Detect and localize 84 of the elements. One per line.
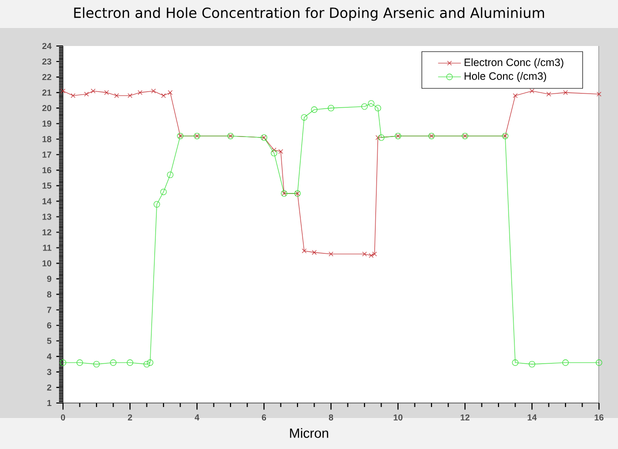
point: [374, 104, 382, 112]
y-tick-label: 5: [47, 338, 52, 344]
point: [528, 360, 536, 368]
point: [161, 93, 166, 98]
point: [278, 149, 284, 154]
point: [312, 250, 317, 255]
point: [512, 359, 518, 366]
y-tick-label: 7: [47, 306, 52, 313]
y-tick-label: 20: [42, 105, 52, 112]
point: [361, 103, 368, 110]
point: [563, 90, 568, 95]
point: [144, 360, 150, 368]
point: [60, 88, 66, 94]
point: [311, 106, 318, 113]
y-tick-label: 23: [42, 58, 52, 65]
point: [168, 90, 173, 95]
point: [110, 359, 116, 366]
point: [368, 253, 374, 258]
point: [160, 188, 167, 196]
point: [512, 93, 518, 98]
x-tick-label: 2: [128, 414, 132, 420]
x-tick-label: 14: [528, 414, 537, 420]
point: [328, 252, 334, 256]
point: [362, 252, 367, 256]
legend-label: Hole Conc (/cm3): [464, 72, 546, 82]
y-tick-label: 2: [47, 384, 52, 390]
y-tick-label: 22: [42, 74, 52, 80]
point: [378, 134, 384, 141]
chart-title: Electron and Hole Concentration for Doping Arsenic and Aluminium: [74, 7, 544, 21]
point: [93, 360, 100, 368]
x-tick-label: 8: [328, 414, 334, 420]
point: [596, 92, 602, 96]
y-tick-label: 15: [42, 182, 52, 189]
y-tick-label: 9: [47, 276, 52, 282]
point: [167, 172, 174, 178]
point: [154, 201, 160, 208]
y-tick-label: 4: [46, 353, 52, 360]
y-tick-label: 13: [42, 214, 52, 220]
x-tick-label: 12: [460, 414, 470, 420]
point: [104, 90, 109, 95]
point: [530, 88, 534, 94]
y-tick-label: 1: [47, 400, 52, 406]
point: [302, 248, 307, 254]
point: [596, 359, 602, 366]
y-tick-label: 8: [47, 291, 52, 298]
y-tick-label: 21: [42, 90, 52, 96]
point: [76, 359, 83, 366]
point: [70, 93, 76, 98]
x-tick-label: 10: [394, 414, 402, 420]
y-tick-label: 3: [47, 368, 52, 376]
x-tick-label: 4: [194, 414, 200, 420]
y-tick-label: 18: [42, 136, 52, 142]
y-tick-label: 16: [42, 167, 52, 174]
y-tick-label: 17: [42, 152, 52, 158]
point: [60, 359, 66, 366]
point: [372, 252, 377, 256]
y-tick-label: 19: [42, 120, 52, 127]
x-axis-title: Micron: [290, 428, 328, 438]
x-tick-label: 0: [60, 414, 66, 420]
point: [128, 93, 132, 98]
point: [84, 92, 89, 96]
x-tick-label: 16: [594, 414, 604, 420]
point: [272, 148, 276, 152]
point: [114, 93, 119, 98]
point: [138, 90, 142, 95]
y-tick-label: 24: [42, 42, 52, 50]
point: [90, 88, 96, 94]
point: [562, 359, 569, 366]
point: [301, 114, 308, 121]
point: [270, 150, 278, 156]
y-tick-label: 14: [42, 198, 52, 204]
y-tick-label: 12: [42, 229, 52, 236]
point: [328, 104, 334, 112]
y-tick-label: 10: [42, 260, 52, 266]
legend-label: Electron Conc (/cm3): [464, 58, 564, 68]
point: [368, 100, 374, 107]
point: [546, 92, 552, 96]
x-tick-label: 6: [262, 414, 266, 420]
point: [376, 135, 380, 140]
point: [126, 359, 134, 366]
point: [151, 88, 156, 94]
point: [146, 359, 154, 366]
y-tick-label: 6: [47, 322, 52, 328]
y-tick-label: 11: [43, 244, 52, 251]
